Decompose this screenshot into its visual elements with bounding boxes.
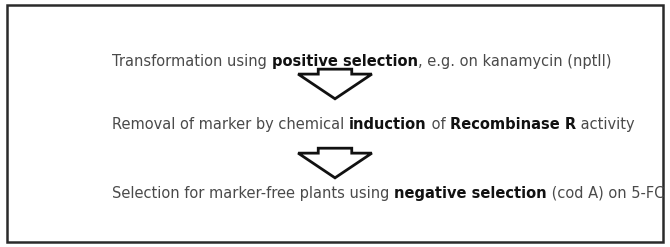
Text: activity: activity — [576, 117, 634, 132]
Text: positive selection: positive selection — [272, 55, 418, 69]
Text: Selection for marker-free plants using: Selection for marker-free plants using — [113, 186, 395, 201]
Text: (cod A) on 5-FC: (cod A) on 5-FC — [547, 186, 665, 201]
Text: Removal of marker by chemical: Removal of marker by chemical — [113, 117, 349, 132]
Polygon shape — [298, 148, 372, 178]
Text: of: of — [427, 117, 450, 132]
Text: negative selection: negative selection — [395, 186, 547, 201]
Text: Transformation using: Transformation using — [113, 55, 272, 69]
Text: , e.g. on kanamycin (nptII): , e.g. on kanamycin (nptII) — [418, 55, 611, 69]
Text: Recombinase R: Recombinase R — [450, 117, 576, 132]
Text: induction: induction — [349, 117, 427, 132]
Polygon shape — [298, 69, 372, 99]
